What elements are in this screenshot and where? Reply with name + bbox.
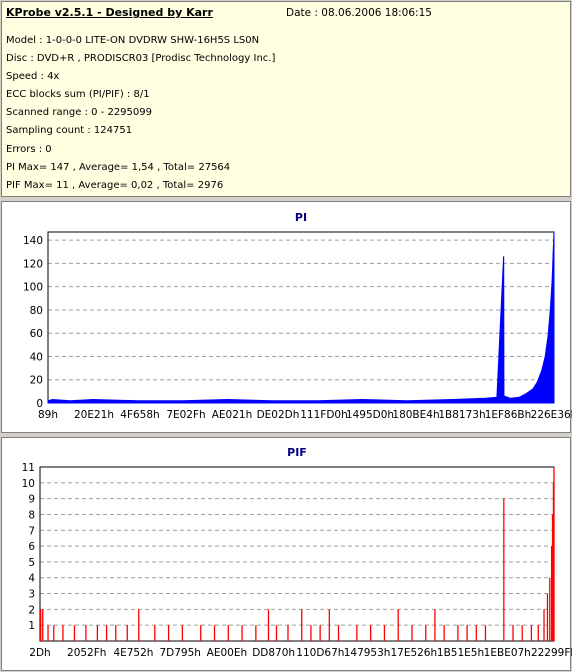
x-tick-label: AE00Eh bbox=[207, 647, 247, 659]
chart-title: PIF bbox=[287, 446, 307, 459]
x-tick-label: 17E526h bbox=[390, 647, 437, 659]
x-tick-label: 180BE4h bbox=[392, 409, 439, 421]
x-tick-label: 110D67h bbox=[296, 647, 344, 659]
x-tick-label: 1EBE07h bbox=[484, 647, 531, 659]
y-tick-label: 2 bbox=[28, 604, 35, 616]
info-line-sampling: Sampling count : 124751 bbox=[6, 125, 133, 137]
y-tick-label: 40 bbox=[30, 351, 43, 363]
x-tick-label: 7D795h bbox=[159, 647, 200, 659]
pi-series-area bbox=[47, 231, 555, 404]
y-tick-label: 20 bbox=[30, 375, 43, 387]
y-tick-label: 0 bbox=[36, 398, 43, 410]
x-tick-label: 2052Fh bbox=[67, 647, 106, 659]
x-tick-label: 1EF86Bh bbox=[485, 409, 532, 421]
pi-chart: PI 0 20 40 60 80 100 120 140 89h 20E21h 4F658h 7E02F… bbox=[23, 211, 572, 421]
y-tick-label: 120 bbox=[23, 258, 43, 270]
x-tick-label: 1B51E5h bbox=[437, 647, 484, 659]
y-tick-label: 10 bbox=[22, 478, 35, 490]
x-tick-label: 20E21h bbox=[74, 409, 114, 421]
x-tick-label: DE02Dh bbox=[257, 409, 300, 421]
x-tick-label: 89h bbox=[38, 409, 58, 421]
y-tick-label: 80 bbox=[30, 305, 43, 317]
info-line-disc: Disc : DVD+R , PRODISCR03 [Prodisc Techn… bbox=[6, 53, 276, 65]
info-line-pi-summary: PI Max= 147 , Average= 1,54 , Total= 275… bbox=[6, 161, 231, 173]
info-line-ecc: ECC blocks sum (PI/PIF) : 8/1 bbox=[6, 89, 150, 101]
disc-info-panel: KProbe v2.5.1 - Designed by Karr Date : … bbox=[1, 1, 571, 197]
x-tick-label: AE021h bbox=[212, 409, 253, 421]
y-tick-label: 100 bbox=[23, 282, 43, 294]
info-lines: Model : 1-0-0-0 LITE-ON DVDRW SHW-16H5S … bbox=[6, 32, 275, 195]
x-tick-label: DD870h bbox=[252, 647, 295, 659]
y-tick-label: 7 bbox=[28, 525, 35, 537]
pif-chart: PIF 1 2 3 4 5 6 7 8 9 10 11 2Dh 2052Fh 4E752h 7D795h AE0… bbox=[22, 446, 572, 659]
x-tick-label: 4F658h bbox=[120, 409, 159, 421]
info-line-pif-summary: PIF Max= 11 , Average= 0,02 , Total= 297… bbox=[6, 179, 224, 191]
x-tick-label: 22299Fh bbox=[531, 647, 572, 659]
app-title: KProbe v2.5.1 - Designed by Karr bbox=[6, 6, 213, 19]
x-tick-label: 226E36h bbox=[531, 409, 572, 421]
x-tick-label: 1495D0h bbox=[346, 409, 394, 421]
y-tick-label: 60 bbox=[30, 328, 43, 340]
pif-chart-panel: PIF 1 2 3 4 5 6 7 8 9 10 11 2Dh 2052Fh 4E752h 7D795h AE0… bbox=[1, 437, 572, 671]
x-tick-label: 147953h bbox=[344, 647, 391, 659]
x-tick-label: 2Dh bbox=[29, 647, 50, 659]
y-tick-label: 9 bbox=[28, 494, 35, 506]
x-tick-label: 7E02Fh bbox=[166, 409, 205, 421]
x-tick-label: 1B8173h bbox=[438, 409, 485, 421]
y-tick-label: 11 bbox=[22, 462, 35, 474]
y-tick-label: 4 bbox=[28, 573, 35, 585]
y-tick-label: 6 bbox=[28, 541, 35, 553]
plot-frame bbox=[39, 466, 555, 642]
chart-title: PI bbox=[295, 211, 307, 224]
info-line-range: Scanned range : 0 - 2295099 bbox=[6, 107, 152, 119]
x-tick-label: 111FD0h bbox=[300, 409, 348, 421]
x-tick-label: 4E752h bbox=[113, 647, 153, 659]
y-tick-label: 5 bbox=[28, 557, 35, 569]
y-tick-label: 3 bbox=[28, 589, 35, 601]
report-date: Date : 08.06.2006 18:06:15 bbox=[286, 7, 432, 19]
y-tick-label: 8 bbox=[28, 509, 35, 521]
info-line-speed: Speed : 4x bbox=[6, 71, 60, 83]
info-line-model: Model : 1-0-0-0 LITE-ON DVDRW SHW-16H5S … bbox=[6, 35, 260, 46]
y-tick-label: 1 bbox=[28, 620, 35, 632]
info-line-errors: Errors : 0 bbox=[6, 143, 52, 155]
plot-frame bbox=[47, 231, 555, 404]
y-tick-label: 140 bbox=[23, 235, 43, 247]
pi-chart-panel: PI 0 20 40 60 80 100 120 140 89h 20E21h 4F658h 7E02F… bbox=[1, 201, 572, 433]
